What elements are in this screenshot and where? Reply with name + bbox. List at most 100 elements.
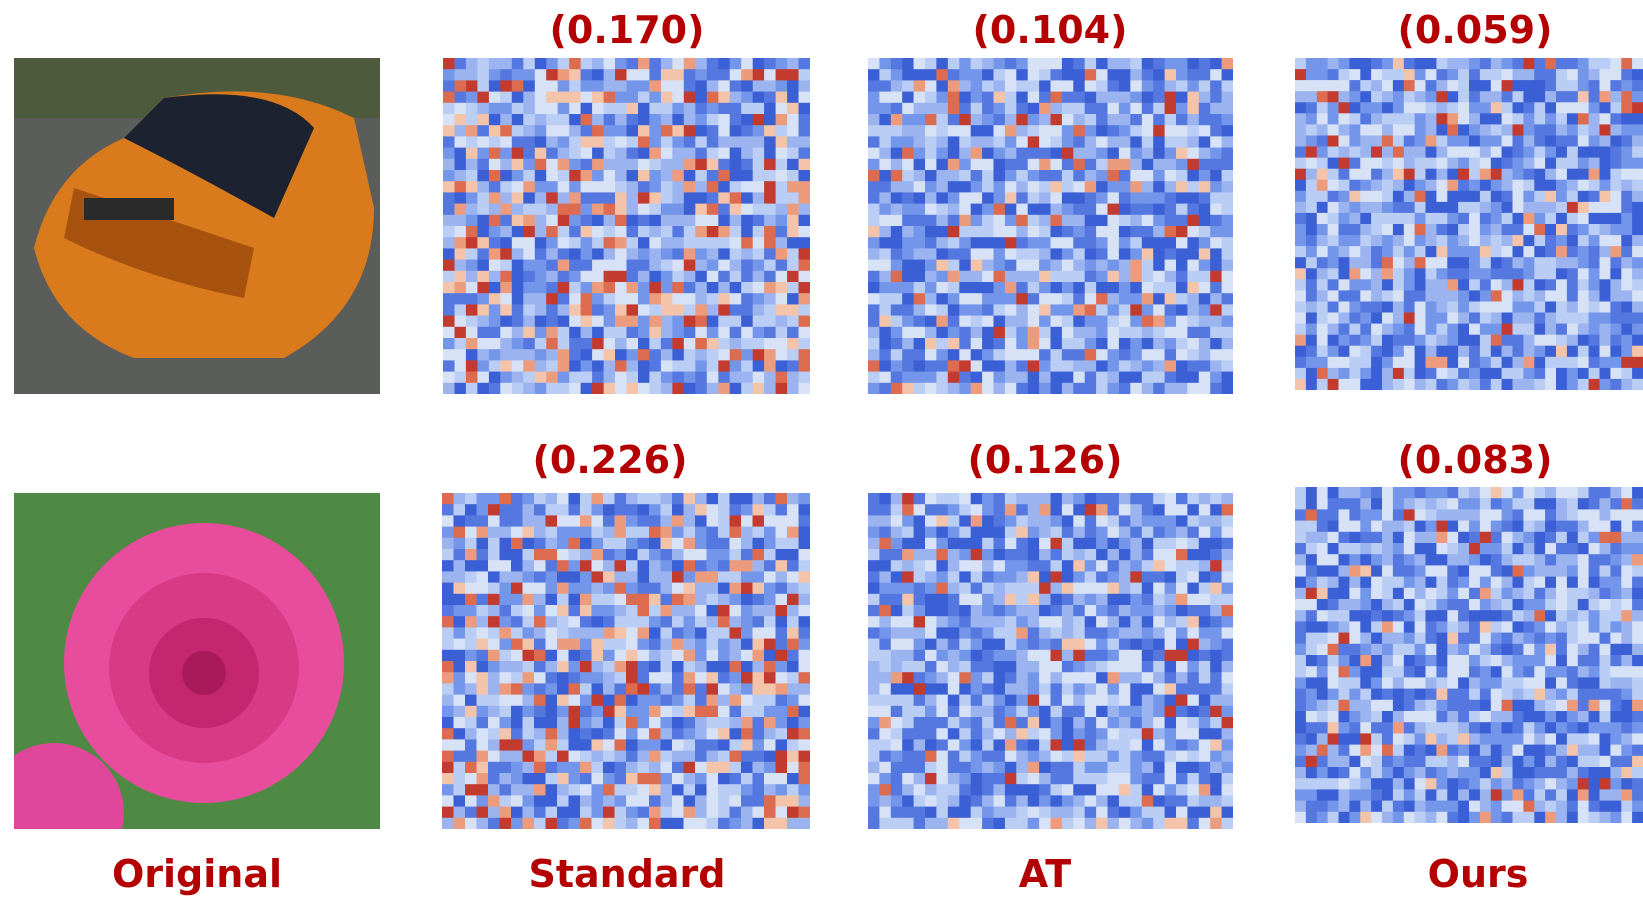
heatmap-cell [1085, 571, 1097, 583]
heatmap-cell [994, 136, 1006, 148]
heatmap-cell [764, 762, 776, 774]
heatmap-cell [1005, 762, 1017, 774]
heatmap-cell [638, 181, 650, 193]
heatmap-cell [512, 304, 524, 316]
heatmap-cell [1062, 683, 1074, 695]
heatmap-cell [776, 493, 788, 505]
heatmap-cell [535, 383, 547, 394]
heatmap-cell [1480, 169, 1492, 181]
heatmap-cell [1062, 80, 1074, 92]
heatmap-cell [592, 383, 604, 394]
heatmap-cell [1502, 147, 1514, 159]
heatmap-cell [523, 493, 535, 505]
heatmap-cell [1447, 58, 1459, 70]
heatmap-cell [442, 706, 454, 718]
heatmap-cell [1513, 191, 1525, 203]
heatmap-cell [1523, 213, 1535, 225]
heatmap-cell [1436, 290, 1448, 302]
heatmap-cell [488, 773, 500, 785]
heatmap-cell [1491, 235, 1503, 247]
heatmap-cell [604, 316, 616, 328]
heatmap-cell [925, 383, 937, 394]
heatmap-cell [1005, 192, 1017, 204]
heatmap-cell [684, 683, 696, 695]
heatmap-cell [764, 706, 776, 718]
heatmap-cell [891, 762, 903, 774]
heatmap-cell [1165, 148, 1177, 160]
heatmap-cell [1073, 304, 1085, 316]
heatmap-cell [1096, 695, 1108, 707]
heatmap-cell [512, 293, 524, 305]
heatmap-cell [718, 80, 730, 92]
heatmap-cell [1005, 92, 1017, 104]
heatmap-cell [1039, 360, 1051, 372]
heatmap-cell [1085, 80, 1097, 92]
heatmap-cell [1062, 549, 1074, 561]
heatmap-cell [1415, 224, 1427, 236]
heatmap-cell [1491, 136, 1503, 148]
heatmap-cell [1142, 181, 1154, 193]
heatmap-cell [500, 639, 512, 651]
heatmap-cell [569, 639, 581, 651]
heatmap-cell [1480, 113, 1492, 125]
heatmap-cell [534, 717, 546, 729]
heatmap-cell [1339, 543, 1351, 555]
heatmap-cell [1062, 248, 1074, 260]
heatmap-cell [661, 304, 673, 316]
heatmap-cell [1028, 360, 1040, 372]
heatmap-cell [1051, 170, 1063, 182]
heatmap-cell [1016, 751, 1028, 763]
heatmap-cell [925, 784, 937, 796]
heatmap-cell [523, 148, 535, 160]
heatmap-cell [1349, 91, 1361, 103]
heatmap-cell [1317, 532, 1329, 544]
heatmap-cell [1556, 313, 1568, 325]
heatmap-cell [718, 672, 730, 684]
heatmap-cell [488, 683, 500, 695]
heatmap-cell [1096, 728, 1108, 740]
heatmap-cell [592, 360, 604, 372]
heatmap-cell [1458, 302, 1470, 314]
heatmap-cell [730, 504, 742, 516]
heatmap-cell [684, 170, 696, 182]
heatmap-cell [1393, 368, 1405, 380]
heatmap-cell [787, 327, 799, 339]
heatmap-cell [1404, 498, 1416, 510]
heatmap-cell [442, 818, 454, 829]
heatmap-cell [1339, 357, 1351, 369]
heatmap-cell [580, 571, 592, 583]
heatmap-cell [580, 807, 592, 819]
heatmap-cell [776, 549, 788, 561]
heatmap-cell [914, 605, 926, 617]
heatmap-cell [557, 773, 569, 785]
heatmap-cell [1085, 136, 1097, 148]
heatmap-cell [753, 92, 765, 104]
heatmap-cell [1567, 257, 1579, 269]
heatmap-cell [1142, 226, 1154, 238]
heatmap-cell [1039, 605, 1051, 617]
heatmap-cell [707, 538, 719, 550]
heatmap-cell [649, 695, 661, 707]
heatmap-cell [707, 493, 719, 505]
heatmap-cell [868, 372, 880, 384]
heatmap-cell [1039, 304, 1051, 316]
heatmap-cell [1610, 290, 1622, 302]
heatmap-cell [1404, 80, 1416, 92]
heatmap-cell [1187, 338, 1199, 350]
heatmap-cell [1545, 509, 1557, 521]
heatmap-cell [1176, 683, 1188, 695]
heatmap-cell [684, 271, 696, 283]
heatmap-cell [994, 493, 1006, 505]
heatmap-cell [1426, 335, 1438, 347]
heatmap-cell [1210, 527, 1222, 539]
heatmap-cell [1073, 271, 1085, 283]
heatmap-cell [615, 583, 627, 595]
heatmap-cell [1187, 125, 1199, 137]
heatmap-cell [638, 349, 650, 361]
heatmap-cell [1491, 158, 1503, 170]
heatmap-cell [1306, 224, 1318, 236]
heatmap-cell [1458, 368, 1470, 380]
heatmap-cell [1039, 204, 1051, 216]
heatmap-cell [1469, 80, 1481, 92]
heatmap-cell [948, 304, 960, 316]
